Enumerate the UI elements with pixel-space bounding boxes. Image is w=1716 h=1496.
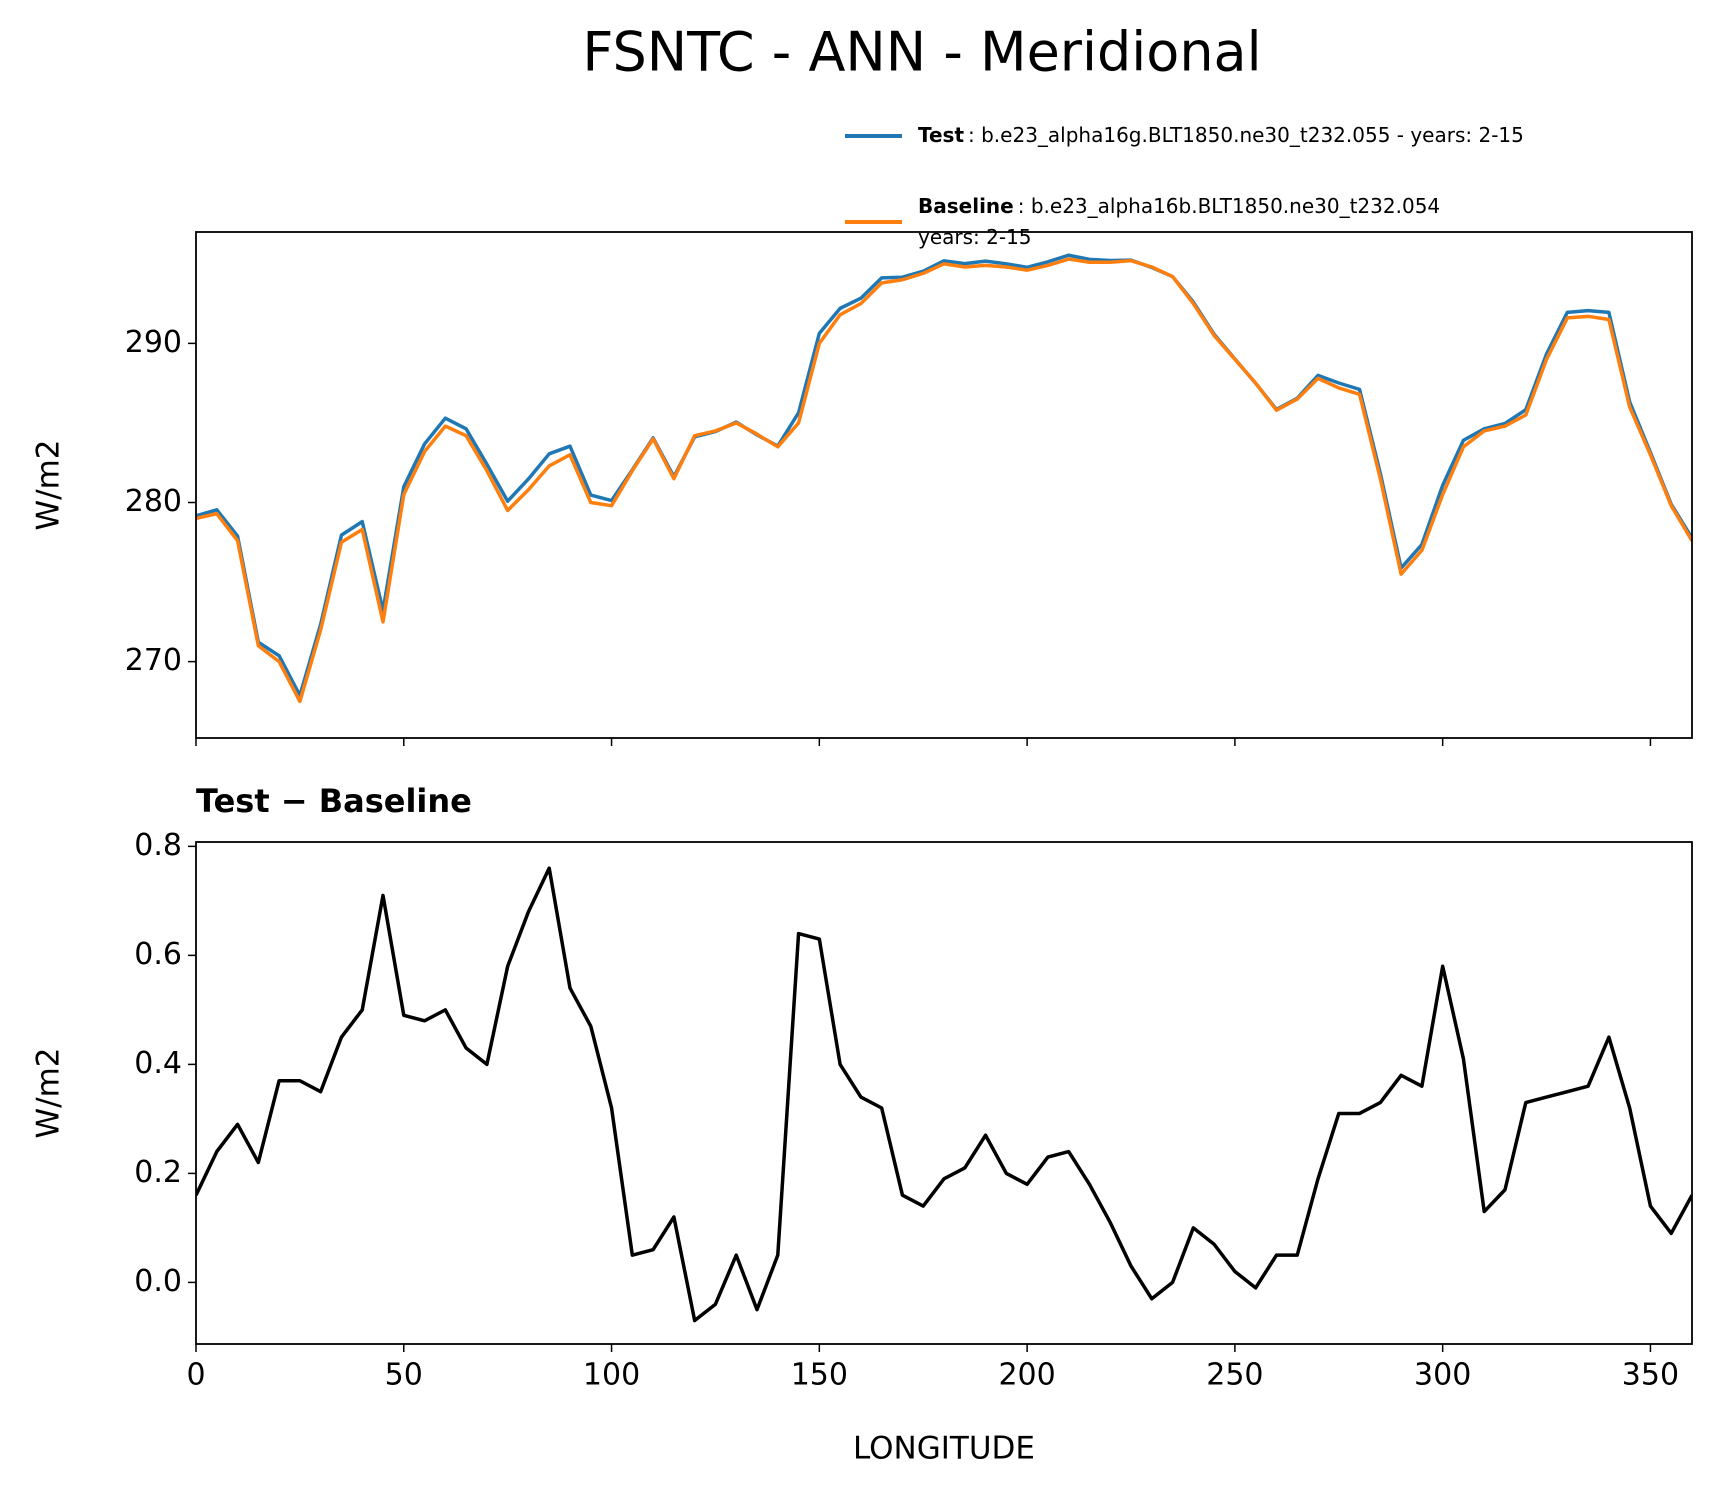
y-tick-label: 280 [125, 484, 182, 519]
axes-frame [195, 841, 1693, 1345]
y-tick-label: 0.4 [134, 1046, 182, 1081]
legend-description: : b.e23_alpha16g.BLT1850.ne30_t232.055 -… [968, 123, 1524, 147]
legend-entry: Test: b.e23_alpha16g.BLT1850.ne30_t232.0… [918, 123, 1524, 147]
legend-description: : b.e23_alpha16b.BLT1850.ne30_t232.054 [1018, 194, 1440, 218]
y-tick-label: 0.0 [134, 1264, 182, 1299]
axes-frame [195, 231, 1693, 739]
legend-name: Baseline [918, 194, 1014, 218]
x-axis-label: LONGITUDE [853, 1431, 1035, 1467]
y-tick-label: 0.6 [134, 937, 182, 972]
x-tick-label: 0 [186, 1358, 205, 1393]
x-tick-label: 50 [385, 1358, 423, 1393]
legend-description: years: 2-15 [918, 225, 1032, 249]
x-tick-label: 350 [1622, 1358, 1679, 1393]
x-tick-label: 250 [1206, 1358, 1263, 1393]
x-tick-label: 300 [1414, 1358, 1471, 1393]
y-tick-label: 270 [125, 643, 182, 678]
legend-name: Test [918, 123, 964, 147]
y-tick-label: 0.2 [134, 1155, 182, 1190]
y-axis-label: W/m2 [31, 1047, 67, 1138]
chart-title: FSNTC - ANN - Meridional [582, 21, 1261, 84]
series-line [196, 253, 1692, 698]
y-tick-label: 290 [125, 325, 182, 360]
y-tick-label: 0.8 [134, 828, 182, 863]
x-tick-label: 100 [583, 1358, 640, 1393]
x-tick-label: 200 [998, 1358, 1055, 1393]
series-line [196, 257, 1692, 704]
legend-entry: Baseline: b.e23_alpha16b.BLT1850.ne30_t2… [918, 194, 1440, 249]
x-tick-label: 150 [791, 1358, 848, 1393]
y-axis-label: W/m2 [31, 439, 67, 530]
subplot-title: Test − Baseline [196, 782, 472, 820]
series-line [196, 866, 1692, 1323]
